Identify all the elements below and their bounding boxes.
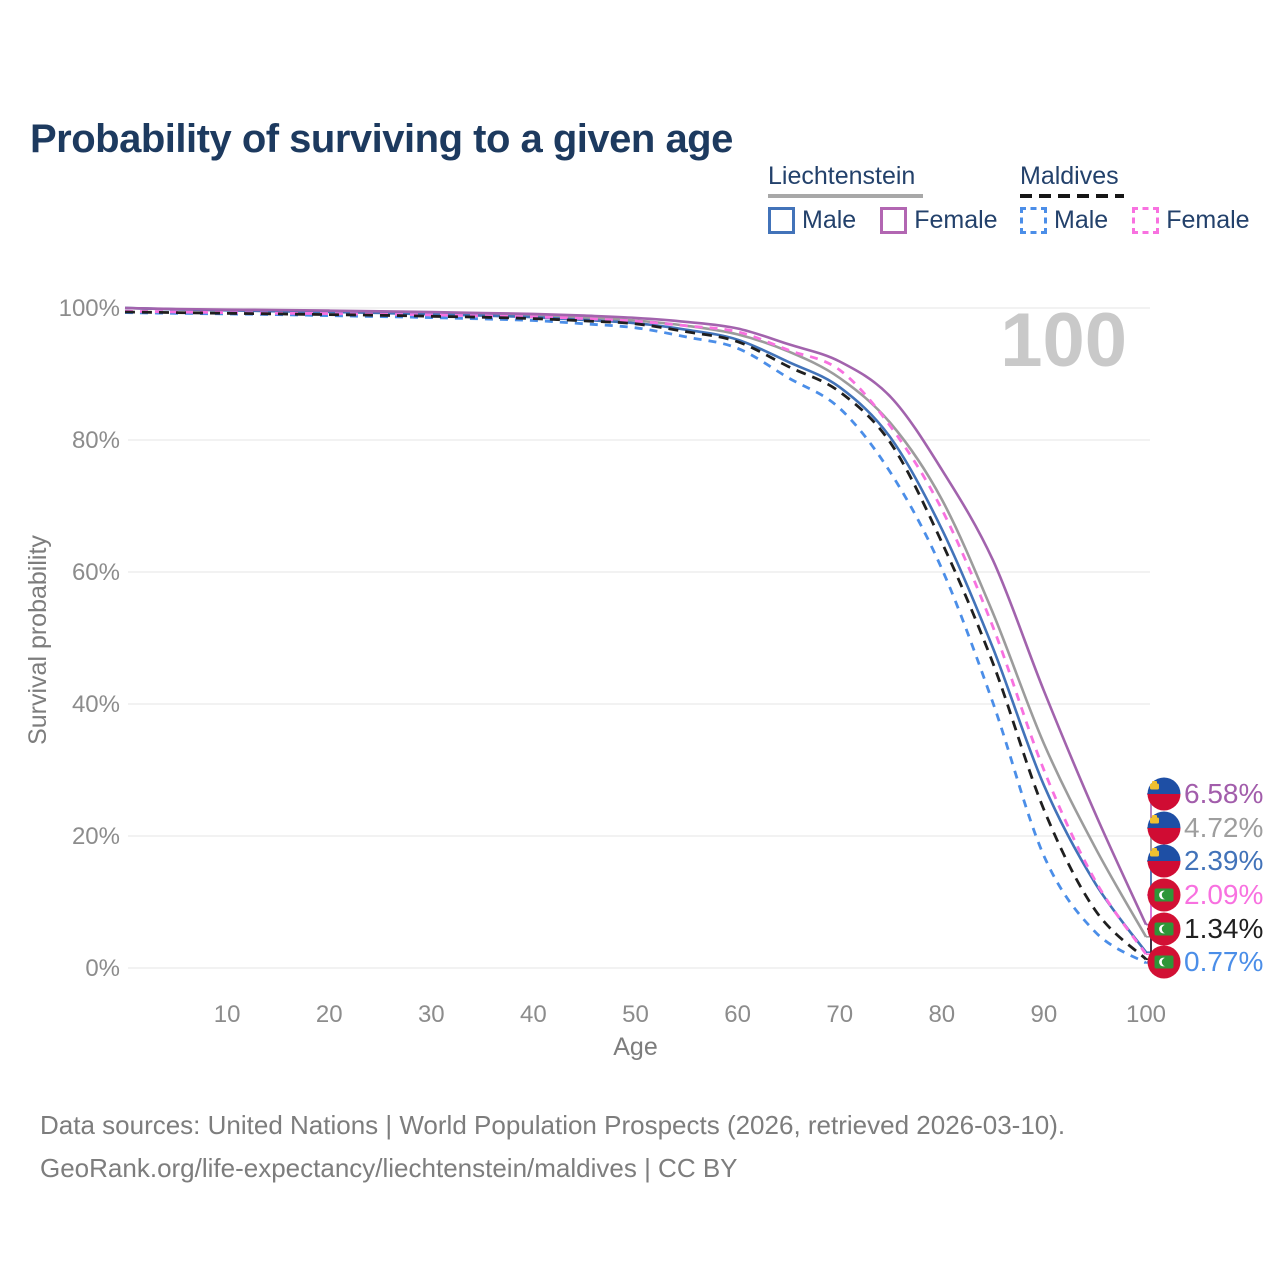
end-label-liechtenstein-male: 2.39% bbox=[1184, 845, 1263, 876]
x-axis-title: Age bbox=[613, 1033, 657, 1061]
maldives-flag-icon bbox=[1147, 945, 1181, 979]
liechtenstein-flag-icon bbox=[1147, 844, 1181, 878]
legend-item-label: Male bbox=[1054, 206, 1109, 234]
y-tick-label: 40% bbox=[72, 691, 120, 718]
maldives-flag-icon bbox=[1147, 912, 1181, 946]
legend-group-maldives: Maldives Male Female bbox=[1020, 162, 1250, 235]
end-label-maldives-both: 1.34% bbox=[1184, 913, 1263, 944]
x-tick-label: 80 bbox=[928, 1001, 955, 1028]
legend-item-label: Female bbox=[1166, 206, 1250, 234]
y-tick-label: 20% bbox=[72, 823, 120, 850]
x-tick-label: 100 bbox=[1126, 1001, 1166, 1028]
y-tick-label: 0% bbox=[85, 955, 120, 982]
end-label-liechtenstein-both: 4.72% bbox=[1184, 812, 1263, 843]
survival-curve-maldives-male bbox=[124, 311, 1147, 965]
end-label-maldives-male: 0.77% bbox=[1184, 946, 1263, 977]
survival-curve-maldives-both bbox=[124, 310, 1147, 961]
y-tick-label: 80% bbox=[72, 427, 120, 454]
legend-item-label: Female bbox=[914, 206, 998, 234]
x-tick-label: 50 bbox=[622, 1001, 649, 1028]
footer: Data sources: United Nations | World Pop… bbox=[40, 1104, 1065, 1190]
liechtenstein-flag-icon bbox=[1147, 811, 1181, 845]
maldives-male-swatch-icon bbox=[1020, 207, 1047, 234]
maldives-dashed-line-sample bbox=[1020, 194, 1124, 198]
end-label-maldives-female: 2.09% bbox=[1184, 879, 1263, 910]
x-tick-label: 20 bbox=[316, 1001, 343, 1028]
x-tick-label: 60 bbox=[724, 1001, 751, 1028]
age-100-watermark: 100 bbox=[1000, 298, 1127, 383]
y-tick-label: 100% bbox=[59, 295, 120, 322]
legend-group-title-maldives: Maldives bbox=[1020, 162, 1119, 190]
x-tick-label: 90 bbox=[1031, 1001, 1058, 1028]
x-tick-label: 70 bbox=[826, 1001, 853, 1028]
page-title: Probability of surviving to a given age bbox=[30, 116, 733, 161]
survival-curve-maldives-female bbox=[124, 309, 1148, 955]
legend-item-liechtenstein-female[interactable]: Female bbox=[880, 206, 998, 235]
legend-item-label: Male bbox=[802, 206, 857, 234]
liechtenstein-male-swatch-icon bbox=[768, 207, 795, 234]
legend-group-title-liechtenstein: Liechtenstein bbox=[768, 162, 916, 190]
attribution-line: GeoRank.org/life-expectancy/liechtenstei… bbox=[40, 1153, 738, 1183]
survival-curve-liechtenstein-male bbox=[124, 306, 1148, 953]
legend-group-liechtenstein: Liechtenstein Male Female bbox=[768, 162, 998, 235]
y-tick-label: 60% bbox=[72, 559, 120, 586]
x-tick-label: 30 bbox=[418, 1001, 445, 1028]
maldives-flag-icon bbox=[1147, 878, 1181, 912]
survival-curve-liechtenstein-both bbox=[124, 306, 1148, 938]
survival-curve-liechtenstein-female bbox=[124, 306, 1148, 926]
liechtenstein-solid-line-sample bbox=[768, 194, 923, 198]
legend-item-maldives-male[interactable]: Male bbox=[1020, 206, 1108, 235]
liechtenstein-flag-icon bbox=[1147, 777, 1181, 811]
data-sources-line: Data sources: United Nations | World Pop… bbox=[40, 1110, 1066, 1140]
x-tick-label: 10 bbox=[214, 1001, 241, 1028]
legend-item-maldives-female[interactable]: Female bbox=[1132, 206, 1250, 235]
x-tick-label: 40 bbox=[520, 1001, 547, 1028]
legend-item-liechtenstein-male[interactable]: Male bbox=[768, 206, 856, 235]
maldives-female-swatch-icon bbox=[1132, 207, 1160, 234]
liechtenstein-female-swatch-icon bbox=[880, 207, 908, 234]
y-axis-title: Survival probability bbox=[24, 535, 52, 745]
end-label-liechtenstein-female: 6.58% bbox=[1184, 778, 1263, 809]
